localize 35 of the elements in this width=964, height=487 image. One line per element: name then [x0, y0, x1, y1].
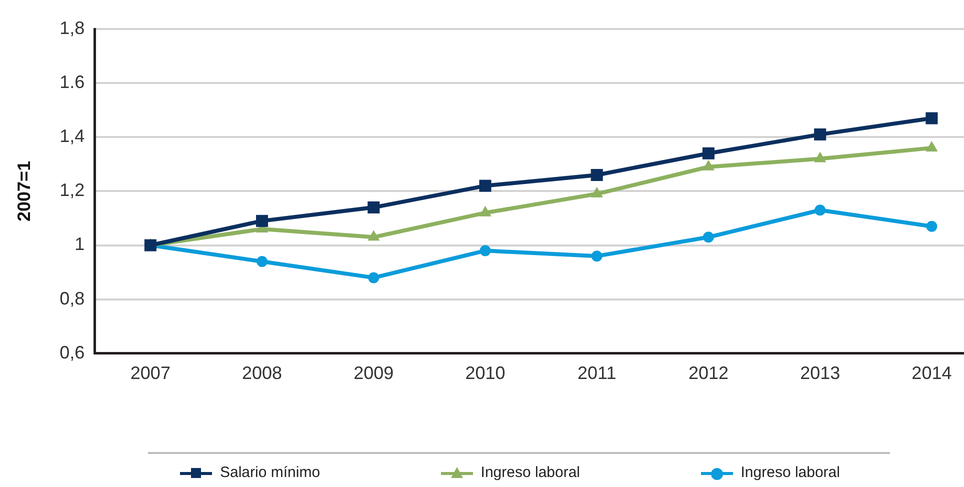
point: [256, 214, 268, 227]
point: [368, 230, 380, 241]
y-tick-label: 1: [74, 234, 85, 254]
legend-label: Salario mínimo: [220, 464, 320, 482]
point: [479, 180, 492, 192]
x-tick-label: 2014: [912, 363, 952, 384]
legend-label: Ingreso laboral: [480, 464, 580, 482]
x-tick-label: 2011: [578, 363, 616, 384]
y-tick-label: 1,2: [60, 180, 85, 200]
point: [480, 245, 491, 256]
legend-label: Ingreso laboral: [740, 464, 840, 482]
point: [702, 147, 714, 160]
x-tick-label: 2009: [354, 363, 394, 384]
point: [814, 204, 826, 216]
point: [590, 168, 603, 181]
x-tick-label: 2012: [688, 363, 728, 384]
point: [702, 232, 714, 243]
y-tick-label: 1,8: [60, 18, 85, 38]
y-tick-label: 0,6: [60, 342, 85, 362]
x-tick-label: 2013: [800, 363, 840, 384]
y-axis-title: 2007=1: [14, 160, 34, 222]
point: [256, 256, 268, 267]
point: [926, 220, 938, 232]
x-tick-label: 2010: [465, 363, 506, 384]
x-tick-label: 2007: [130, 363, 170, 384]
y-tick-label: 1,4: [60, 126, 85, 146]
y-tick-label: 1.6: [60, 72, 85, 92]
point: [814, 152, 826, 162]
x-tick-label: 2008: [242, 363, 282, 384]
point: [814, 128, 826, 140]
point: [368, 201, 380, 214]
point: [926, 112, 938, 124]
point: [368, 272, 380, 284]
y-tick-label: 0,8: [60, 288, 85, 308]
point: [591, 250, 602, 262]
